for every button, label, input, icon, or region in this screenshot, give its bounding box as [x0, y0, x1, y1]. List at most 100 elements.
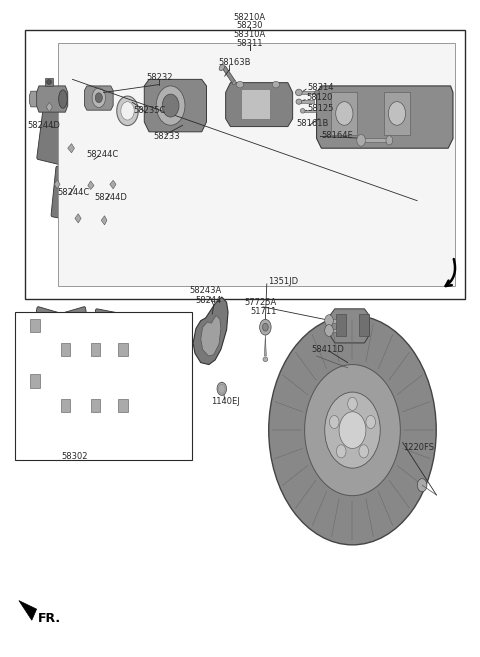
Polygon shape: [91, 399, 100, 413]
Polygon shape: [330, 309, 369, 343]
Ellipse shape: [315, 90, 320, 95]
Circle shape: [366, 415, 375, 428]
Circle shape: [339, 412, 366, 449]
Ellipse shape: [117, 96, 138, 125]
Polygon shape: [110, 180, 116, 189]
Bar: [359, 314, 369, 336]
Polygon shape: [144, 79, 206, 132]
Polygon shape: [19, 600, 36, 620]
Bar: [58, 43, 456, 286]
Ellipse shape: [296, 99, 302, 104]
Text: 58164E: 58164E: [322, 131, 353, 139]
Polygon shape: [101, 215, 107, 225]
FancyBboxPatch shape: [92, 362, 120, 410]
Ellipse shape: [47, 79, 51, 84]
FancyBboxPatch shape: [87, 138, 120, 194]
Text: 51711: 51711: [251, 307, 277, 316]
Circle shape: [348, 397, 357, 411]
Text: 58311: 58311: [236, 39, 263, 48]
Circle shape: [388, 102, 406, 125]
Text: 1140EJ: 1140EJ: [211, 397, 240, 407]
Circle shape: [269, 315, 436, 545]
Circle shape: [417, 479, 427, 491]
Ellipse shape: [219, 64, 225, 70]
Circle shape: [336, 445, 346, 458]
FancyBboxPatch shape: [79, 175, 109, 226]
Polygon shape: [91, 343, 100, 356]
Polygon shape: [317, 86, 453, 148]
Text: 58411D: 58411D: [312, 345, 345, 354]
Polygon shape: [30, 374, 40, 388]
Circle shape: [329, 415, 339, 428]
Ellipse shape: [92, 88, 106, 108]
Circle shape: [217, 382, 227, 396]
FancyBboxPatch shape: [60, 307, 92, 361]
Polygon shape: [30, 319, 40, 332]
Ellipse shape: [95, 93, 102, 102]
Polygon shape: [29, 91, 36, 107]
FancyBboxPatch shape: [30, 307, 62, 361]
Bar: [241, 89, 270, 119]
Polygon shape: [300, 91, 317, 94]
Text: 58244D: 58244D: [27, 121, 60, 130]
Circle shape: [260, 319, 271, 335]
Ellipse shape: [232, 81, 236, 85]
Ellipse shape: [156, 86, 185, 125]
Polygon shape: [60, 343, 70, 356]
Circle shape: [324, 315, 333, 327]
Polygon shape: [68, 144, 74, 153]
Polygon shape: [88, 181, 94, 189]
Text: 58161B: 58161B: [296, 120, 328, 129]
Polygon shape: [118, 399, 128, 413]
Text: 58230: 58230: [236, 21, 263, 30]
Text: 58244C: 58244C: [57, 189, 89, 197]
Polygon shape: [226, 83, 293, 127]
Text: 58244D: 58244D: [94, 193, 127, 202]
Circle shape: [324, 325, 333, 336]
Text: 58232: 58232: [147, 73, 173, 82]
Circle shape: [305, 365, 400, 495]
Ellipse shape: [59, 90, 67, 108]
Bar: [384, 93, 410, 135]
Circle shape: [324, 392, 380, 468]
Polygon shape: [193, 297, 228, 365]
Bar: [336, 314, 346, 336]
FancyBboxPatch shape: [32, 359, 60, 409]
Polygon shape: [330, 319, 336, 323]
Polygon shape: [54, 179, 60, 189]
Polygon shape: [60, 399, 70, 413]
Ellipse shape: [162, 94, 179, 117]
Text: 58244C: 58244C: [86, 150, 118, 159]
Text: 1220FS: 1220FS: [403, 443, 434, 452]
Polygon shape: [362, 139, 388, 143]
FancyBboxPatch shape: [37, 104, 75, 166]
FancyBboxPatch shape: [61, 359, 91, 409]
Polygon shape: [201, 315, 221, 356]
Text: 58235C: 58235C: [134, 106, 166, 116]
Ellipse shape: [121, 102, 134, 120]
Text: 1351JD: 1351JD: [268, 277, 298, 286]
Text: 58302: 58302: [61, 452, 88, 461]
Polygon shape: [330, 328, 336, 332]
Polygon shape: [118, 343, 128, 356]
FancyBboxPatch shape: [51, 166, 86, 222]
Circle shape: [336, 102, 353, 125]
Polygon shape: [84, 86, 113, 110]
Text: 58125: 58125: [307, 104, 334, 113]
Circle shape: [263, 323, 268, 331]
Text: FR.: FR.: [38, 612, 61, 625]
Text: 58314: 58314: [307, 83, 334, 92]
Polygon shape: [45, 78, 53, 86]
Polygon shape: [221, 66, 235, 84]
Text: 58163B: 58163B: [218, 58, 251, 68]
Polygon shape: [46, 102, 52, 112]
Text: 58210A: 58210A: [233, 12, 265, 22]
Polygon shape: [300, 101, 314, 103]
Polygon shape: [75, 214, 81, 223]
Text: 58233: 58233: [153, 132, 180, 141]
FancyBboxPatch shape: [61, 138, 94, 194]
Ellipse shape: [263, 357, 268, 361]
Polygon shape: [264, 335, 266, 356]
Text: 58310A: 58310A: [233, 30, 266, 39]
Ellipse shape: [296, 89, 302, 96]
